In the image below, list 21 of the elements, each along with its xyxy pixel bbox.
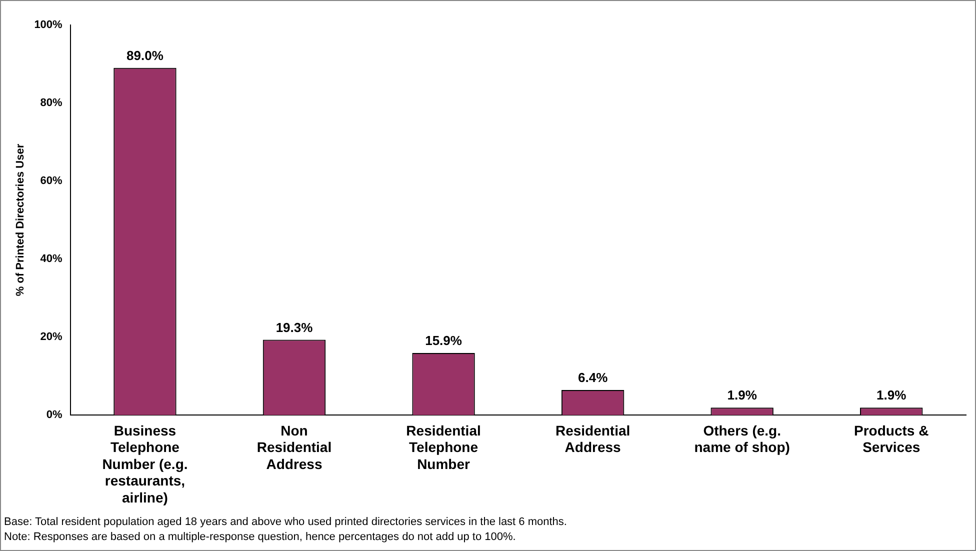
- text: Base: Total resident population aged 18 years and above who used printed directories services in the last 6 months.: [4, 515, 567, 530]
- y-axis-title: % of Printed Directories User: [14, 143, 27, 296]
- data-label: 6.4%: [578, 370, 608, 386]
- x-tick-label: Others (e.g. name of shop): [694, 422, 790, 456]
- data-label: 1.9%: [876, 388, 907, 403]
- y-tick-label: 60%: [40, 175, 63, 188]
- y-tick-label: 40%: [40, 253, 63, 266]
- y-tick-label: 80%: [40, 97, 63, 110]
- y-tick-label: 100%: [34, 19, 63, 32]
- x-tick-label: Residential Address: [555, 422, 630, 456]
- x-tick-label: Business Telephone Number (e.g. restaurants, airline): [102, 422, 188, 506]
- x-tick-label: Non Residential Address: [256, 422, 332, 472]
- data-label: 19.3%: [276, 320, 314, 335]
- y-tick-label: 0%: [46, 409, 63, 422]
- data-label: 15.9%: [425, 333, 462, 348]
- x-tick-label: Products & Services: [854, 422, 929, 456]
- text: Note: Responses are based on a multiple-response question, hence percentages do not add up to 100%.: [4, 530, 517, 545]
- x-tick-label: Residential Telephone Number: [406, 422, 481, 472]
- data-label: 89.0%: [126, 48, 164, 63]
- y-tick-label: 20%: [40, 331, 63, 344]
- data-label: 1.9%: [727, 388, 758, 403]
